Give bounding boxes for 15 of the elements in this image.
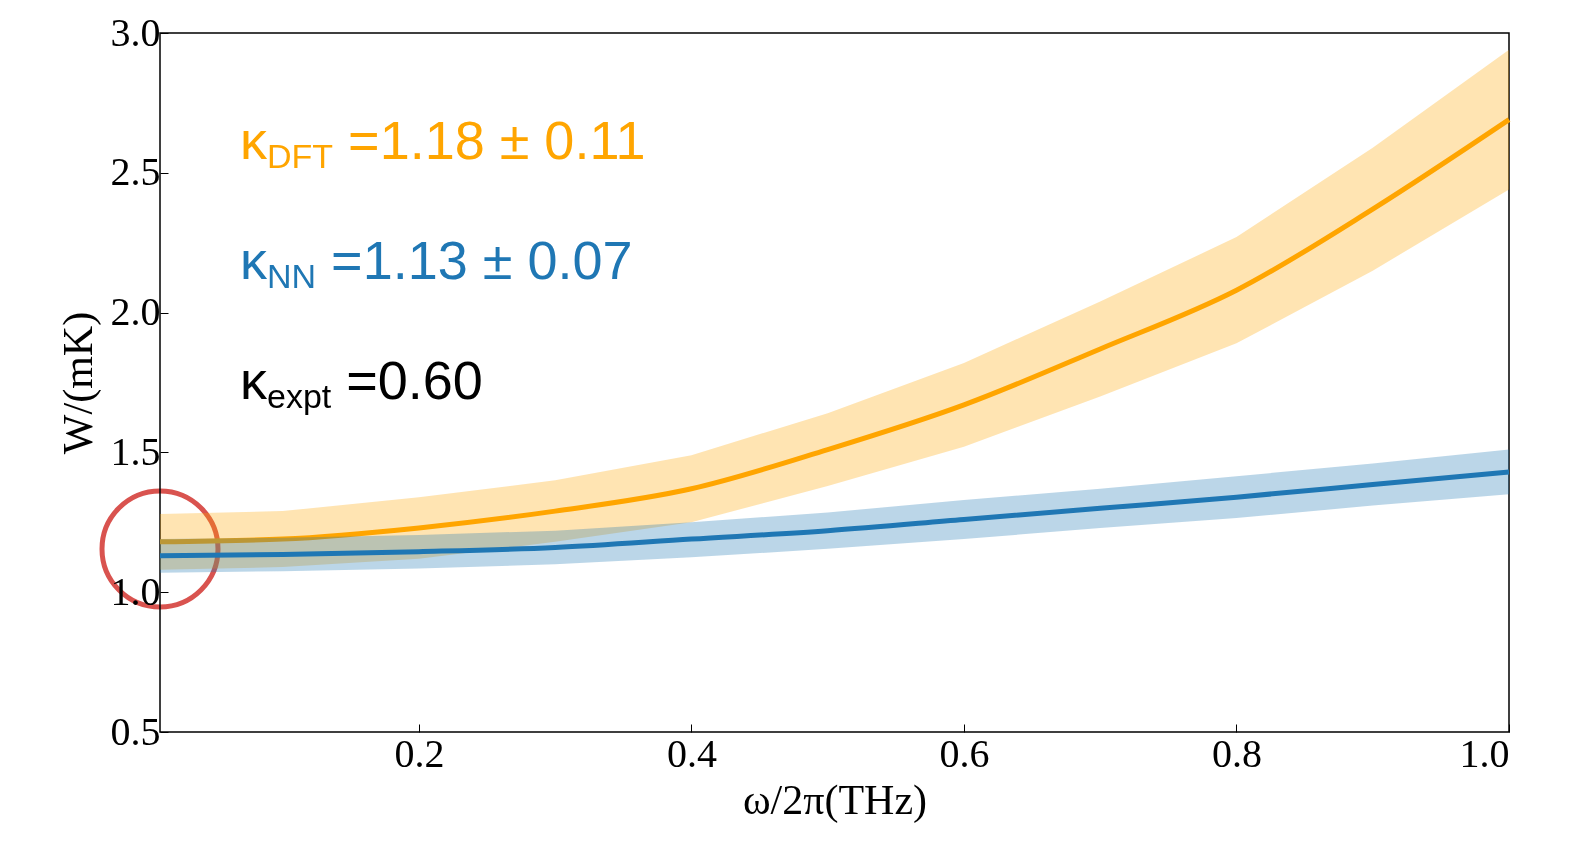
y-tick-label: 0.5 (110, 708, 161, 754)
y-tick-label: 1.5 (110, 428, 161, 474)
annotation: κ$_{expt}$ =0.60 (240, 350, 483, 415)
y-tick-label: 3.0 (110, 9, 161, 55)
y-axis-title: W/(mK) (54, 311, 102, 455)
x-tick-label: 0.4 (666, 730, 717, 776)
x-tick-label: 1.0 (1459, 730, 1510, 776)
y-tick-label: 2.0 (110, 289, 161, 335)
annotation: κ$_{NN}$ =1.13 ± 0.07 (240, 230, 633, 295)
x-tick-label: 0.2 (394, 730, 445, 776)
x-tick-label: 0.6 (939, 730, 990, 776)
x-tick-label: 0.8 (1211, 730, 1262, 776)
x-axis-title: ω/2π(THz) (742, 776, 928, 824)
y-tick-label: 2.5 (110, 149, 161, 195)
annotation: κ$_{DFT}$ =1.18 ± 0.11 (240, 110, 646, 175)
